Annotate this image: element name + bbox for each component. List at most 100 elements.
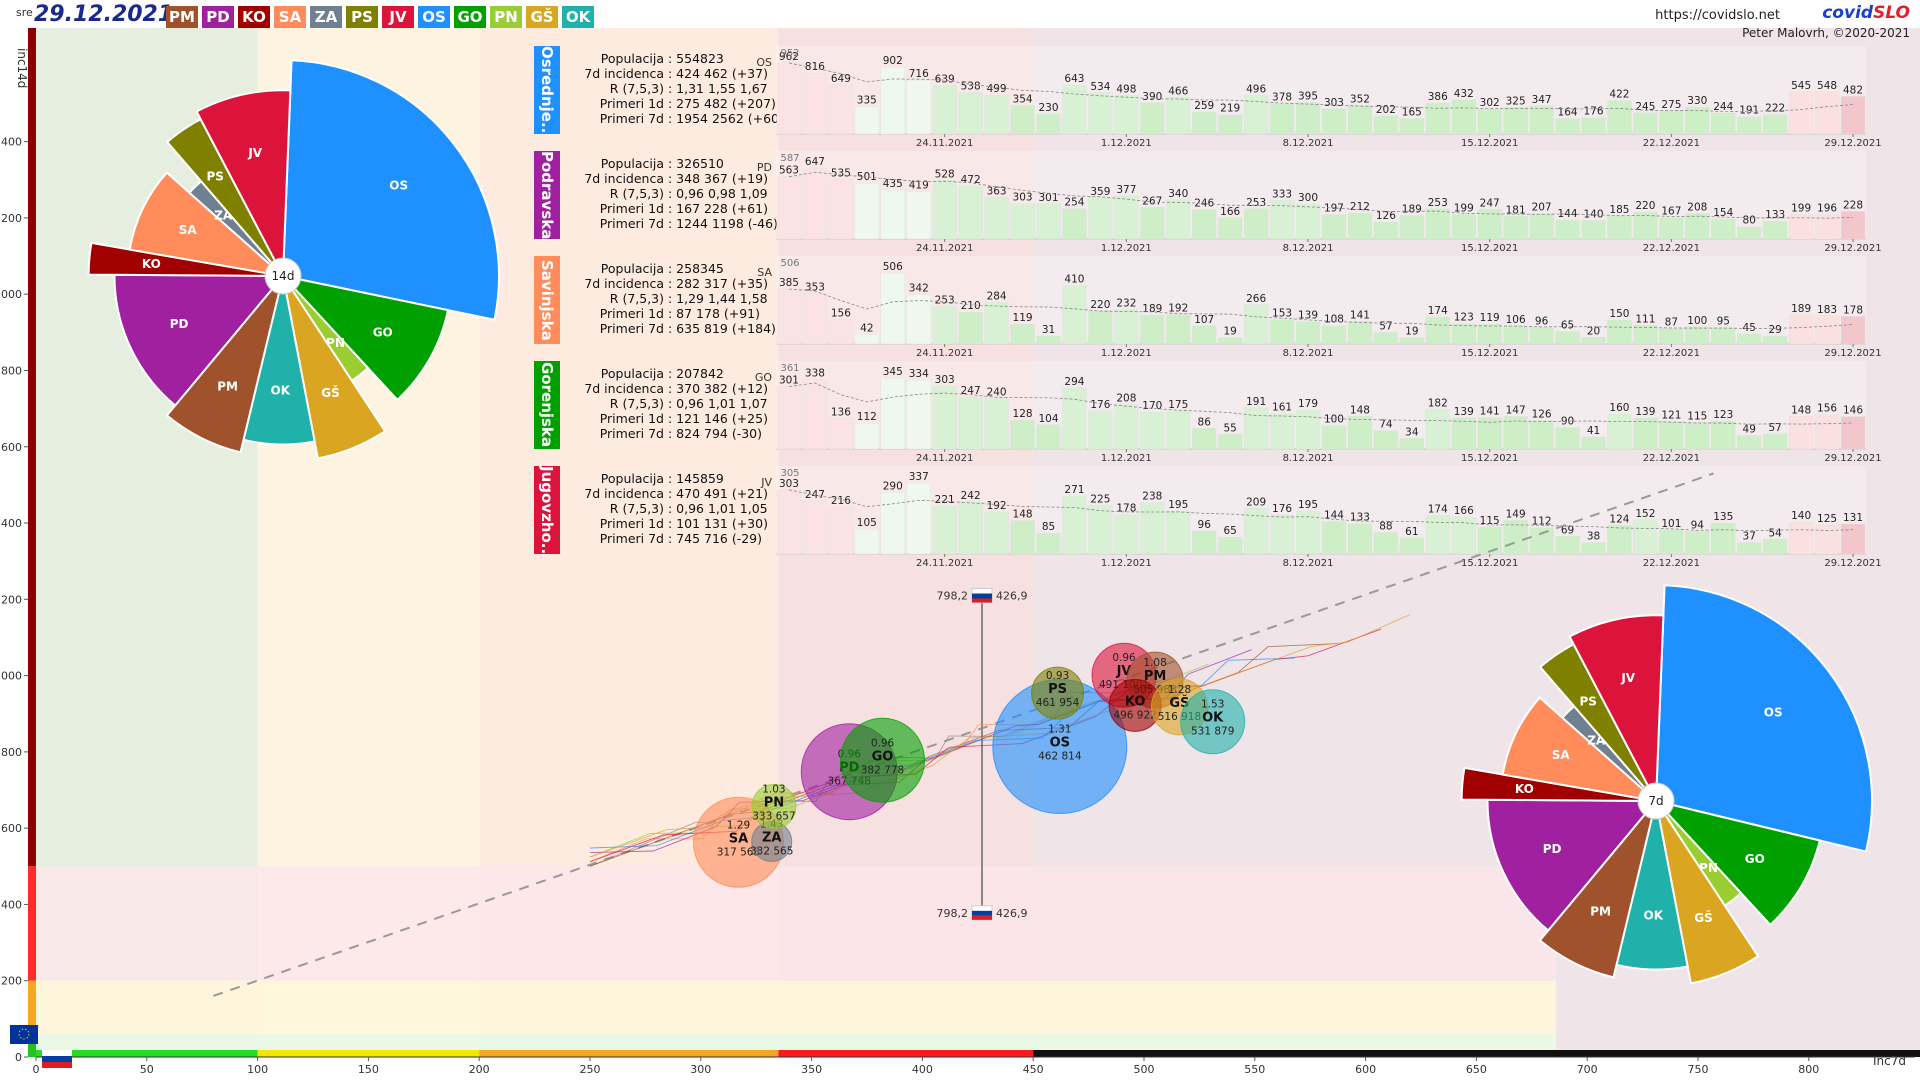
bubble-value-label: 332 565 [750, 846, 793, 858]
date-label: 29.12.2021 [1824, 243, 1881, 254]
region-tab-GO[interactable]: Gorenjska [534, 361, 560, 449]
bar-value-label: 352 [1350, 93, 1370, 105]
legend-PD[interactable]: PD [202, 6, 234, 28]
legend-GO[interactable]: GO [454, 6, 486, 28]
bar [1607, 525, 1632, 555]
date-label: 1.12.2021 [1101, 558, 1152, 569]
legend-OS[interactable]: OS [418, 6, 450, 28]
region-bar-chart-GO: GO 301 338 136 112 345 334 303 247 240 128 104 294 17… [755, 361, 1882, 464]
bar-value-label: 100 [1324, 414, 1344, 426]
pie-title: 7d [1648, 794, 1663, 808]
pie-slice-JV [1568, 614, 1665, 805]
bar-extra-label: 587 [780, 153, 799, 164]
region-tab-SA[interactable]: Savinjska [534, 256, 560, 344]
bubble-value-label: 333 657 [752, 810, 795, 822]
x-tick-label: 400 [912, 1063, 933, 1076]
stat-sep: : [664, 156, 677, 171]
legend-SA[interactable]: SA [274, 6, 306, 28]
stat-row: R (7,5,3) : 1,29 1,44 1,58 [566, 291, 768, 307]
bar [1088, 505, 1113, 555]
site-url[interactable]: https://covidslo.net [1655, 8, 1780, 23]
legend-GŠ[interactable]: GŠ [526, 6, 558, 28]
bar-value-label: 410 [1064, 274, 1084, 286]
bar-value-label: 165 [1402, 107, 1422, 119]
bar-value-label: 94 [1691, 519, 1705, 531]
bar-value-label: 166 [1454, 505, 1474, 517]
trend-dashed-line [212, 472, 1714, 997]
bar [1633, 325, 1658, 345]
date-label: 1.12.2021 [1101, 348, 1152, 359]
stat-sep: : [664, 66, 677, 81]
bar [1166, 314, 1191, 345]
pie-label: KO [1515, 782, 1534, 796]
legend-PM[interactable]: PM [166, 6, 198, 28]
region-tab-OS[interactable]: Osrednje.. [534, 46, 560, 134]
x-tick-label: 750 [1688, 1063, 1709, 1076]
bar [1840, 211, 1866, 240]
bar [1529, 105, 1554, 135]
legend-JV[interactable]: JV [382, 6, 414, 28]
bar-value-label: 284 [987, 290, 1007, 302]
stat-value: 258345 [676, 261, 724, 276]
bar-value-label: 147 [1506, 404, 1526, 416]
slovenia-flag-icon [42, 1062, 72, 1068]
legend-PN[interactable]: PN [490, 6, 522, 28]
legend-OK[interactable]: OK [562, 6, 594, 28]
bar [1114, 195, 1139, 240]
bar-value-label: 123 [1713, 409, 1733, 421]
bubble-r-label: 1.28 [1168, 684, 1191, 696]
bar [1737, 116, 1762, 135]
bar-value-label: 266 [1246, 293, 1266, 305]
bar-value-label: 195 [1168, 499, 1188, 511]
x-tick-label: 250 [580, 1063, 601, 1076]
trend-line [788, 62, 1854, 112]
legend-KO[interactable]: KO [238, 6, 270, 28]
bar [1036, 424, 1061, 450]
bar [1321, 425, 1347, 450]
slo-label: 426,9 [996, 907, 1028, 920]
bar-value-label: 245 [1635, 101, 1655, 113]
bar-value-label: 228 [1843, 199, 1863, 211]
bubble-value-label: 317 563 [717, 846, 760, 858]
x-tick-label: 0 [33, 1063, 40, 1076]
bar-value-label: 100 [1687, 315, 1707, 327]
stat-row: Primeri 1d : 275 482 (+207) [566, 96, 776, 112]
bar-value-label: 156 [831, 307, 851, 319]
pie-label: OS [389, 179, 408, 193]
bar [1140, 207, 1165, 240]
date-label: 15.12.2021 [1461, 348, 1518, 359]
stat-sep: : [664, 216, 677, 231]
legend-PS[interactable]: PS [346, 6, 378, 28]
bar [1192, 209, 1217, 240]
bar [1607, 100, 1632, 135]
date-label: 8.12.2021 [1283, 138, 1334, 149]
bar [1217, 434, 1243, 450]
bar [828, 319, 854, 345]
bar [1243, 304, 1269, 345]
axis-bar [28, 980, 36, 1035]
stat-value: 1,29 1,44 1,58 [676, 291, 768, 306]
stat-label: R (7,5,3) [609, 291, 664, 306]
stat-value: 275 482 (+207) [676, 96, 776, 111]
bar [958, 501, 983, 555]
bar-value-label: 962 [779, 51, 799, 63]
bar-value-label: 649 [831, 73, 851, 85]
stat-label: 7d incidenca [584, 381, 664, 396]
bar-value-label: 538 [961, 81, 981, 93]
bar [1373, 430, 1399, 450]
bar [1840, 96, 1866, 135]
bar-region-code: PD [757, 161, 772, 174]
bar [880, 492, 905, 555]
bar [1503, 216, 1528, 240]
bar-value-label: 301 [1038, 192, 1058, 204]
bar-value-label: 148 [1791, 404, 1811, 416]
x-tick-label: 550 [1244, 1063, 1265, 1076]
stat-row: Primeri 1d : 101 131 (+30) [566, 516, 768, 532]
stat-row: 7d incidenca : 348 367 (+19) [566, 171, 768, 187]
region-tab-PD[interactable]: Podravska [534, 151, 560, 239]
date-label: 22.12.2021 [1643, 453, 1700, 464]
legend-ZA[interactable]: ZA [310, 6, 342, 28]
bar [1685, 213, 1710, 240]
region-tab-JV[interactable]: Jugovzho.. [534, 466, 560, 554]
bar-value-label: 242 [961, 490, 981, 502]
